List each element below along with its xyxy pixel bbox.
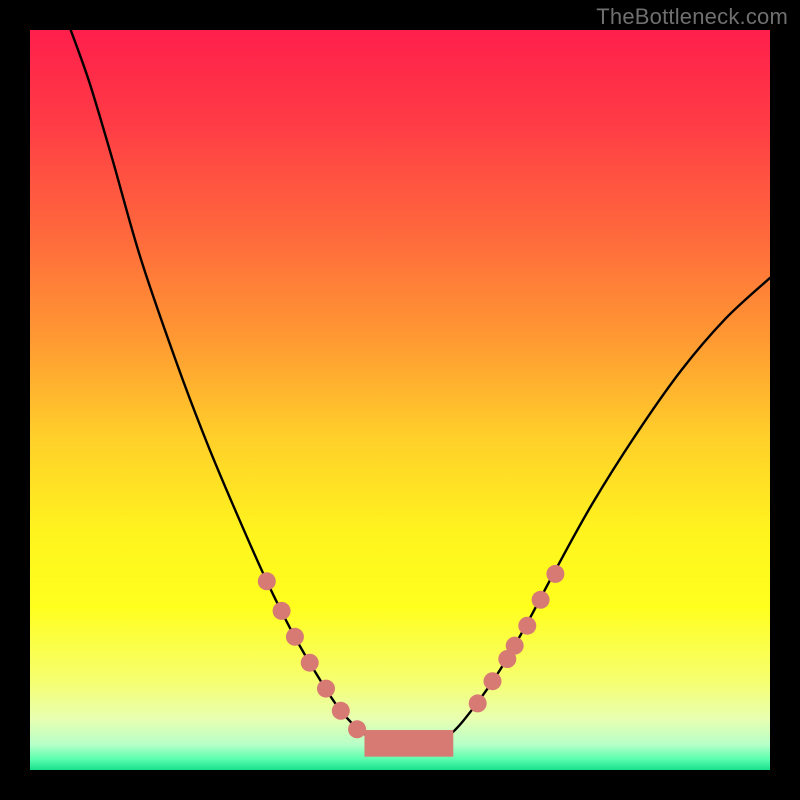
scatter-dot	[506, 637, 524, 655]
plot-area	[30, 30, 770, 770]
scatter-dot	[273, 602, 291, 620]
bottom-blob	[364, 730, 453, 757]
scatter-dot	[469, 694, 487, 712]
scatter-dot	[546, 565, 564, 583]
bottleneck-curve	[71, 30, 770, 749]
scatter-dot	[518, 617, 536, 635]
chart-overlay	[30, 30, 770, 770]
scatter-dot	[286, 628, 304, 646]
scatter-dot	[484, 672, 502, 690]
scatter-dot	[332, 702, 350, 720]
scatter-dot	[348, 720, 366, 738]
scatter-dot	[301, 654, 319, 672]
scatter-dot	[317, 680, 335, 698]
watermark: TheBottleneck.com	[596, 4, 788, 30]
scatter-dot	[532, 591, 550, 609]
scatter-dot	[258, 572, 276, 590]
